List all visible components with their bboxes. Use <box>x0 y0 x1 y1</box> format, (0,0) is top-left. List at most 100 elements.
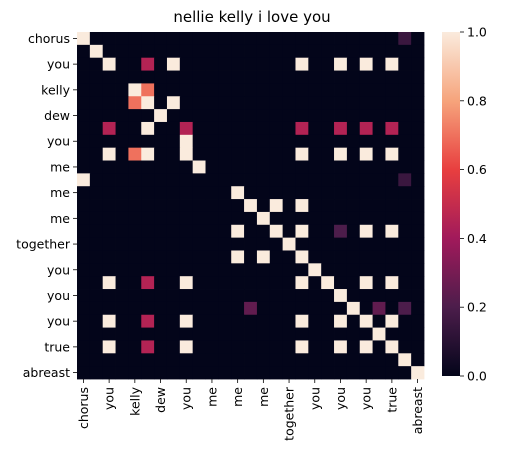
heatmap-cell <box>295 70 309 84</box>
y-tick-label: true <box>44 339 70 354</box>
heatmap-cell <box>115 211 129 226</box>
heatmap-cell <box>77 353 91 367</box>
heatmap-cell <box>411 224 425 239</box>
heatmap-cell <box>179 173 194 187</box>
heatmap-cell <box>128 109 142 123</box>
heatmap-cell <box>192 44 206 59</box>
heatmap-cell <box>141 83 155 97</box>
heatmap-cell <box>244 44 258 59</box>
heatmap-cell <box>218 250 232 264</box>
heatmap-cell <box>244 224 258 239</box>
heatmap-cell <box>385 224 399 239</box>
heatmap-cell <box>166 237 181 251</box>
heatmap-cell <box>282 276 296 290</box>
heatmap-cell <box>321 237 335 251</box>
heatmap-cell <box>256 83 271 97</box>
heatmap-cell <box>372 44 386 59</box>
heatmap-cell <box>372 186 386 200</box>
heatmap-cell <box>141 96 155 110</box>
heatmap-cell <box>308 211 322 226</box>
heatmap-cell <box>205 134 219 149</box>
heatmap-cell <box>115 366 129 380</box>
heatmap-cell <box>141 366 155 380</box>
heatmap-cell <box>166 44 181 59</box>
heatmap-cell <box>372 32 386 46</box>
heatmap-cell <box>166 353 181 367</box>
heatmap-cell <box>244 121 258 136</box>
x-tick-label: me <box>256 387 271 407</box>
heatmap-cell <box>372 160 386 174</box>
heatmap-cell <box>102 121 116 136</box>
heatmap-cell <box>218 199 232 213</box>
heatmap-cell <box>334 32 348 46</box>
heatmap-cell <box>77 134 91 149</box>
heatmap-cell <box>269 211 284 226</box>
heatmap-cell <box>128 186 142 200</box>
heatmap-cell <box>218 340 232 354</box>
heatmap-cell <box>102 224 116 239</box>
heatmap-cell <box>231 327 245 341</box>
heatmap-cell <box>334 199 348 213</box>
heatmap-cell <box>282 173 296 187</box>
heatmap-cell <box>77 327 91 341</box>
heatmap-cell <box>385 96 399 110</box>
heatmap-cell <box>192 83 206 97</box>
heatmap-cell <box>282 121 296 136</box>
heatmap-cell <box>77 96 91 110</box>
heatmap-cell <box>192 276 206 290</box>
heatmap-cell <box>256 134 271 149</box>
heatmap-cell <box>205 224 219 239</box>
heatmap-cell <box>192 250 206 264</box>
heatmap-cell <box>218 134 232 149</box>
heatmap-cell <box>321 173 335 187</box>
heatmap-cell <box>411 276 425 290</box>
heatmap-cell <box>359 57 373 71</box>
heatmap-cell <box>359 276 373 290</box>
heatmap-cell <box>218 237 232 251</box>
heatmap-cell <box>282 83 296 97</box>
heatmap-cell <box>385 211 399 226</box>
heatmap-cell <box>231 186 245 200</box>
heatmap-cell <box>308 121 322 136</box>
heatmap-cell <box>346 263 361 277</box>
heatmap-cell <box>89 276 104 290</box>
heatmap-cell <box>372 276 386 290</box>
y-tick-label: kelly <box>41 82 70 97</box>
heatmap-cell <box>269 301 284 316</box>
heatmap-cell <box>205 276 219 290</box>
y-tick-label: together <box>16 237 71 252</box>
heatmap-cell <box>115 224 129 239</box>
heatmap-cell <box>154 96 168 110</box>
heatmap-cell <box>102 211 116 226</box>
heatmap-cell <box>205 314 219 328</box>
heatmap-cell <box>321 263 335 277</box>
heatmap-cell <box>346 70 361 84</box>
heatmap-cell <box>359 314 373 328</box>
heatmap-cell <box>256 70 271 84</box>
heatmap-cell <box>295 263 309 277</box>
heatmap-cell <box>154 211 168 226</box>
heatmap-cell <box>154 44 168 59</box>
heatmap-cell <box>308 276 322 290</box>
heatmap-cell <box>231 211 245 226</box>
heatmap-cell <box>411 96 425 110</box>
heatmap-cell <box>102 70 116 84</box>
heatmap-cell <box>179 237 194 251</box>
heatmap-cell <box>141 314 155 328</box>
heatmap-cell <box>192 289 206 303</box>
heatmap-cell <box>128 250 142 264</box>
heatmap-cell <box>128 173 142 187</box>
heatmap-cell <box>89 301 104 316</box>
heatmap-cell <box>398 121 412 136</box>
heatmap-cell <box>192 96 206 110</box>
heatmap-cell <box>128 289 142 303</box>
heatmap-cell <box>385 160 399 174</box>
heatmap-cell <box>282 134 296 149</box>
heatmap-cell <box>218 44 232 59</box>
heatmap-cell <box>77 121 91 136</box>
heatmap-cell <box>359 237 373 251</box>
heatmap-cell <box>192 173 206 187</box>
colorbar-tick-label: 1.0 <box>467 25 487 40</box>
heatmap-cell <box>308 83 322 97</box>
heatmap-cell <box>141 173 155 187</box>
